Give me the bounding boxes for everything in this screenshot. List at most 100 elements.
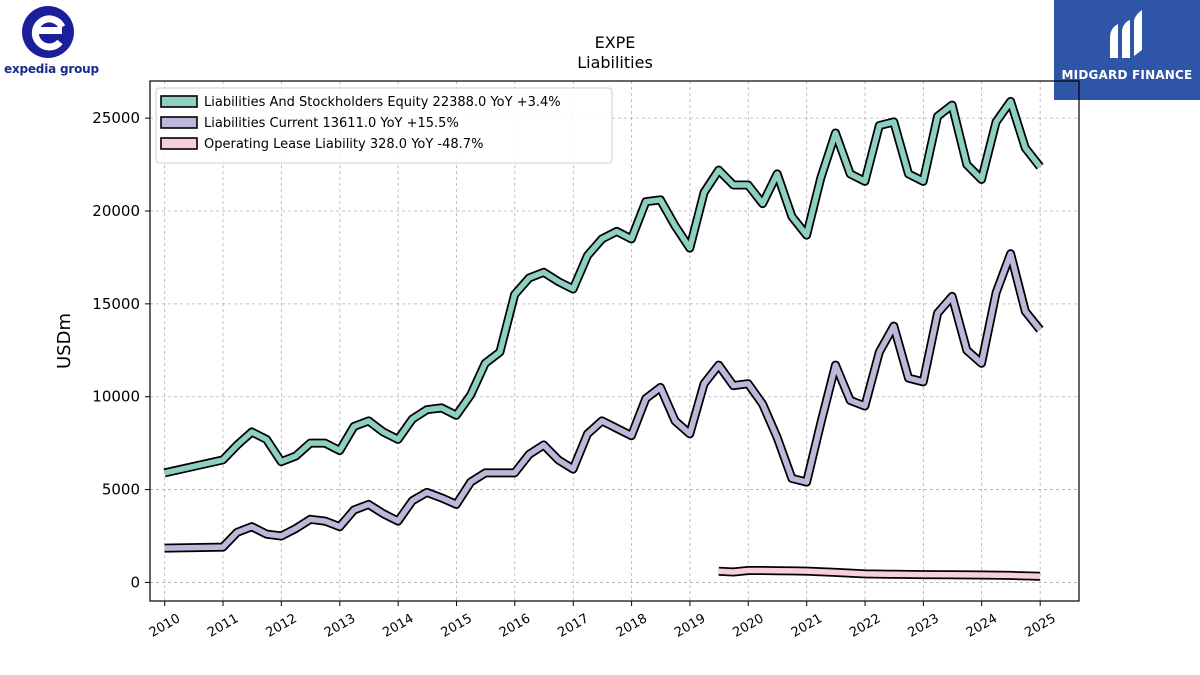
- data-point: [908, 378, 909, 379]
- midgard-emblem-icon: [1110, 10, 1142, 58]
- data-point: [325, 521, 326, 522]
- data-point: [791, 216, 792, 217]
- data-point: [689, 433, 690, 434]
- data-point: [587, 255, 588, 256]
- data-point: [1010, 101, 1011, 102]
- data-point: [864, 406, 865, 407]
- data-point: [164, 472, 165, 473]
- series-3: [718, 566, 1041, 581]
- x-tick-label: 2015: [439, 611, 475, 641]
- data-point: [835, 133, 836, 134]
- data-point: [791, 570, 792, 571]
- data-point: [820, 422, 821, 423]
- data-point: [529, 277, 530, 278]
- y-tick-label: 20000: [92, 202, 140, 220]
- data-point: [923, 181, 924, 182]
- data-point: [1025, 311, 1026, 312]
- data-point: [952, 574, 953, 575]
- data-point: [748, 383, 749, 384]
- data-point: [704, 383, 705, 384]
- data-point: [660, 387, 661, 388]
- data-point: [354, 510, 355, 511]
- plot-frame: [149, 80, 1080, 602]
- data-point: [893, 121, 894, 122]
- midgard-finance-wordmark: MIDGARD FINANCE: [1061, 68, 1193, 82]
- series-2: [164, 249, 1044, 553]
- x-tick-label: 2010: [147, 611, 183, 641]
- y-axis-label: USDm: [54, 313, 75, 369]
- data-point: [573, 469, 574, 470]
- legend-label: Liabilities Current 13611.0 YoY +15.5%: [204, 116, 459, 131]
- data-point: [937, 313, 938, 314]
- data-point: [733, 185, 734, 186]
- data-point: [558, 281, 559, 282]
- y-axis-ticks: 0 5000 10000 15000 20000 25000: [92, 109, 150, 591]
- data-point: [616, 428, 617, 429]
- series-line-outline: [164, 249, 1044, 553]
- data-point: [499, 352, 500, 353]
- expedia-group-wordmark: expedia group: [4, 62, 99, 76]
- x-tick-label: 2022: [847, 611, 883, 641]
- data-point: [893, 326, 894, 327]
- data-point: [339, 526, 340, 527]
- data-point: [966, 164, 967, 165]
- data-point: [412, 500, 413, 501]
- data-point: [966, 350, 967, 351]
- data-point: [558, 459, 559, 460]
- data-point: [718, 170, 719, 171]
- data-point: [251, 432, 252, 433]
- data-point: [835, 572, 836, 573]
- data-point: [266, 439, 267, 440]
- data-point: [718, 571, 719, 572]
- x-tick-label: 2013: [322, 611, 358, 641]
- data-point: [383, 432, 384, 433]
- data-point: [281, 536, 282, 537]
- data-point: [514, 294, 515, 295]
- x-axis-ticks: 2010 2011 2012 2013 2014 2015 2016 2017 2018 2019…: [147, 601, 1059, 641]
- data-point: [485, 472, 486, 473]
- data-point: [981, 363, 982, 364]
- x-tick-label: 2019: [672, 611, 708, 641]
- data-point: [689, 248, 690, 249]
- data-point: [222, 547, 223, 548]
- data-point: [164, 548, 165, 549]
- data-point: [981, 179, 982, 180]
- data-point: [222, 459, 223, 460]
- data-point: [441, 407, 442, 408]
- midgard-finance-logo: MIDGARD FINANCE: [1054, 0, 1200, 100]
- data-point: [281, 461, 282, 462]
- data-point: [996, 292, 997, 293]
- data-point: [704, 192, 705, 193]
- data-point: [456, 504, 457, 505]
- data-point: [777, 437, 778, 438]
- data-point: [748, 570, 749, 571]
- legend: Liabilities And Stockholders Equity 2238…: [155, 87, 613, 164]
- data-point: [864, 573, 865, 574]
- data-point: [587, 433, 588, 434]
- data-point: [996, 121, 997, 122]
- data-point: [1010, 253, 1011, 254]
- data-point: [879, 125, 880, 126]
- x-tick-label: 2020: [730, 611, 766, 641]
- data-point: [893, 574, 894, 575]
- x-tick-label: 2011: [205, 611, 241, 641]
- expedia-group-logo: expedia group: [0, 0, 100, 80]
- data-point: [777, 570, 778, 571]
- data-point: [237, 445, 238, 446]
- data-point: [325, 443, 326, 444]
- data-point: [1040, 576, 1041, 577]
- data-point: [850, 573, 851, 574]
- expedia-e-icon: [22, 6, 74, 58]
- data-point: [368, 504, 369, 505]
- data-point: [820, 571, 821, 572]
- data-point: [514, 472, 515, 473]
- y-tick-label: 15000: [92, 295, 140, 313]
- data-point: [675, 225, 676, 226]
- data-point: [266, 534, 267, 535]
- y-tick-label: 25000: [92, 109, 140, 127]
- data-point: [1010, 575, 1011, 576]
- series-layer: [163, 96, 1044, 581]
- y-tick-label: 0: [130, 573, 140, 591]
- data-point: [806, 235, 807, 236]
- series-line: [163, 98, 1043, 476]
